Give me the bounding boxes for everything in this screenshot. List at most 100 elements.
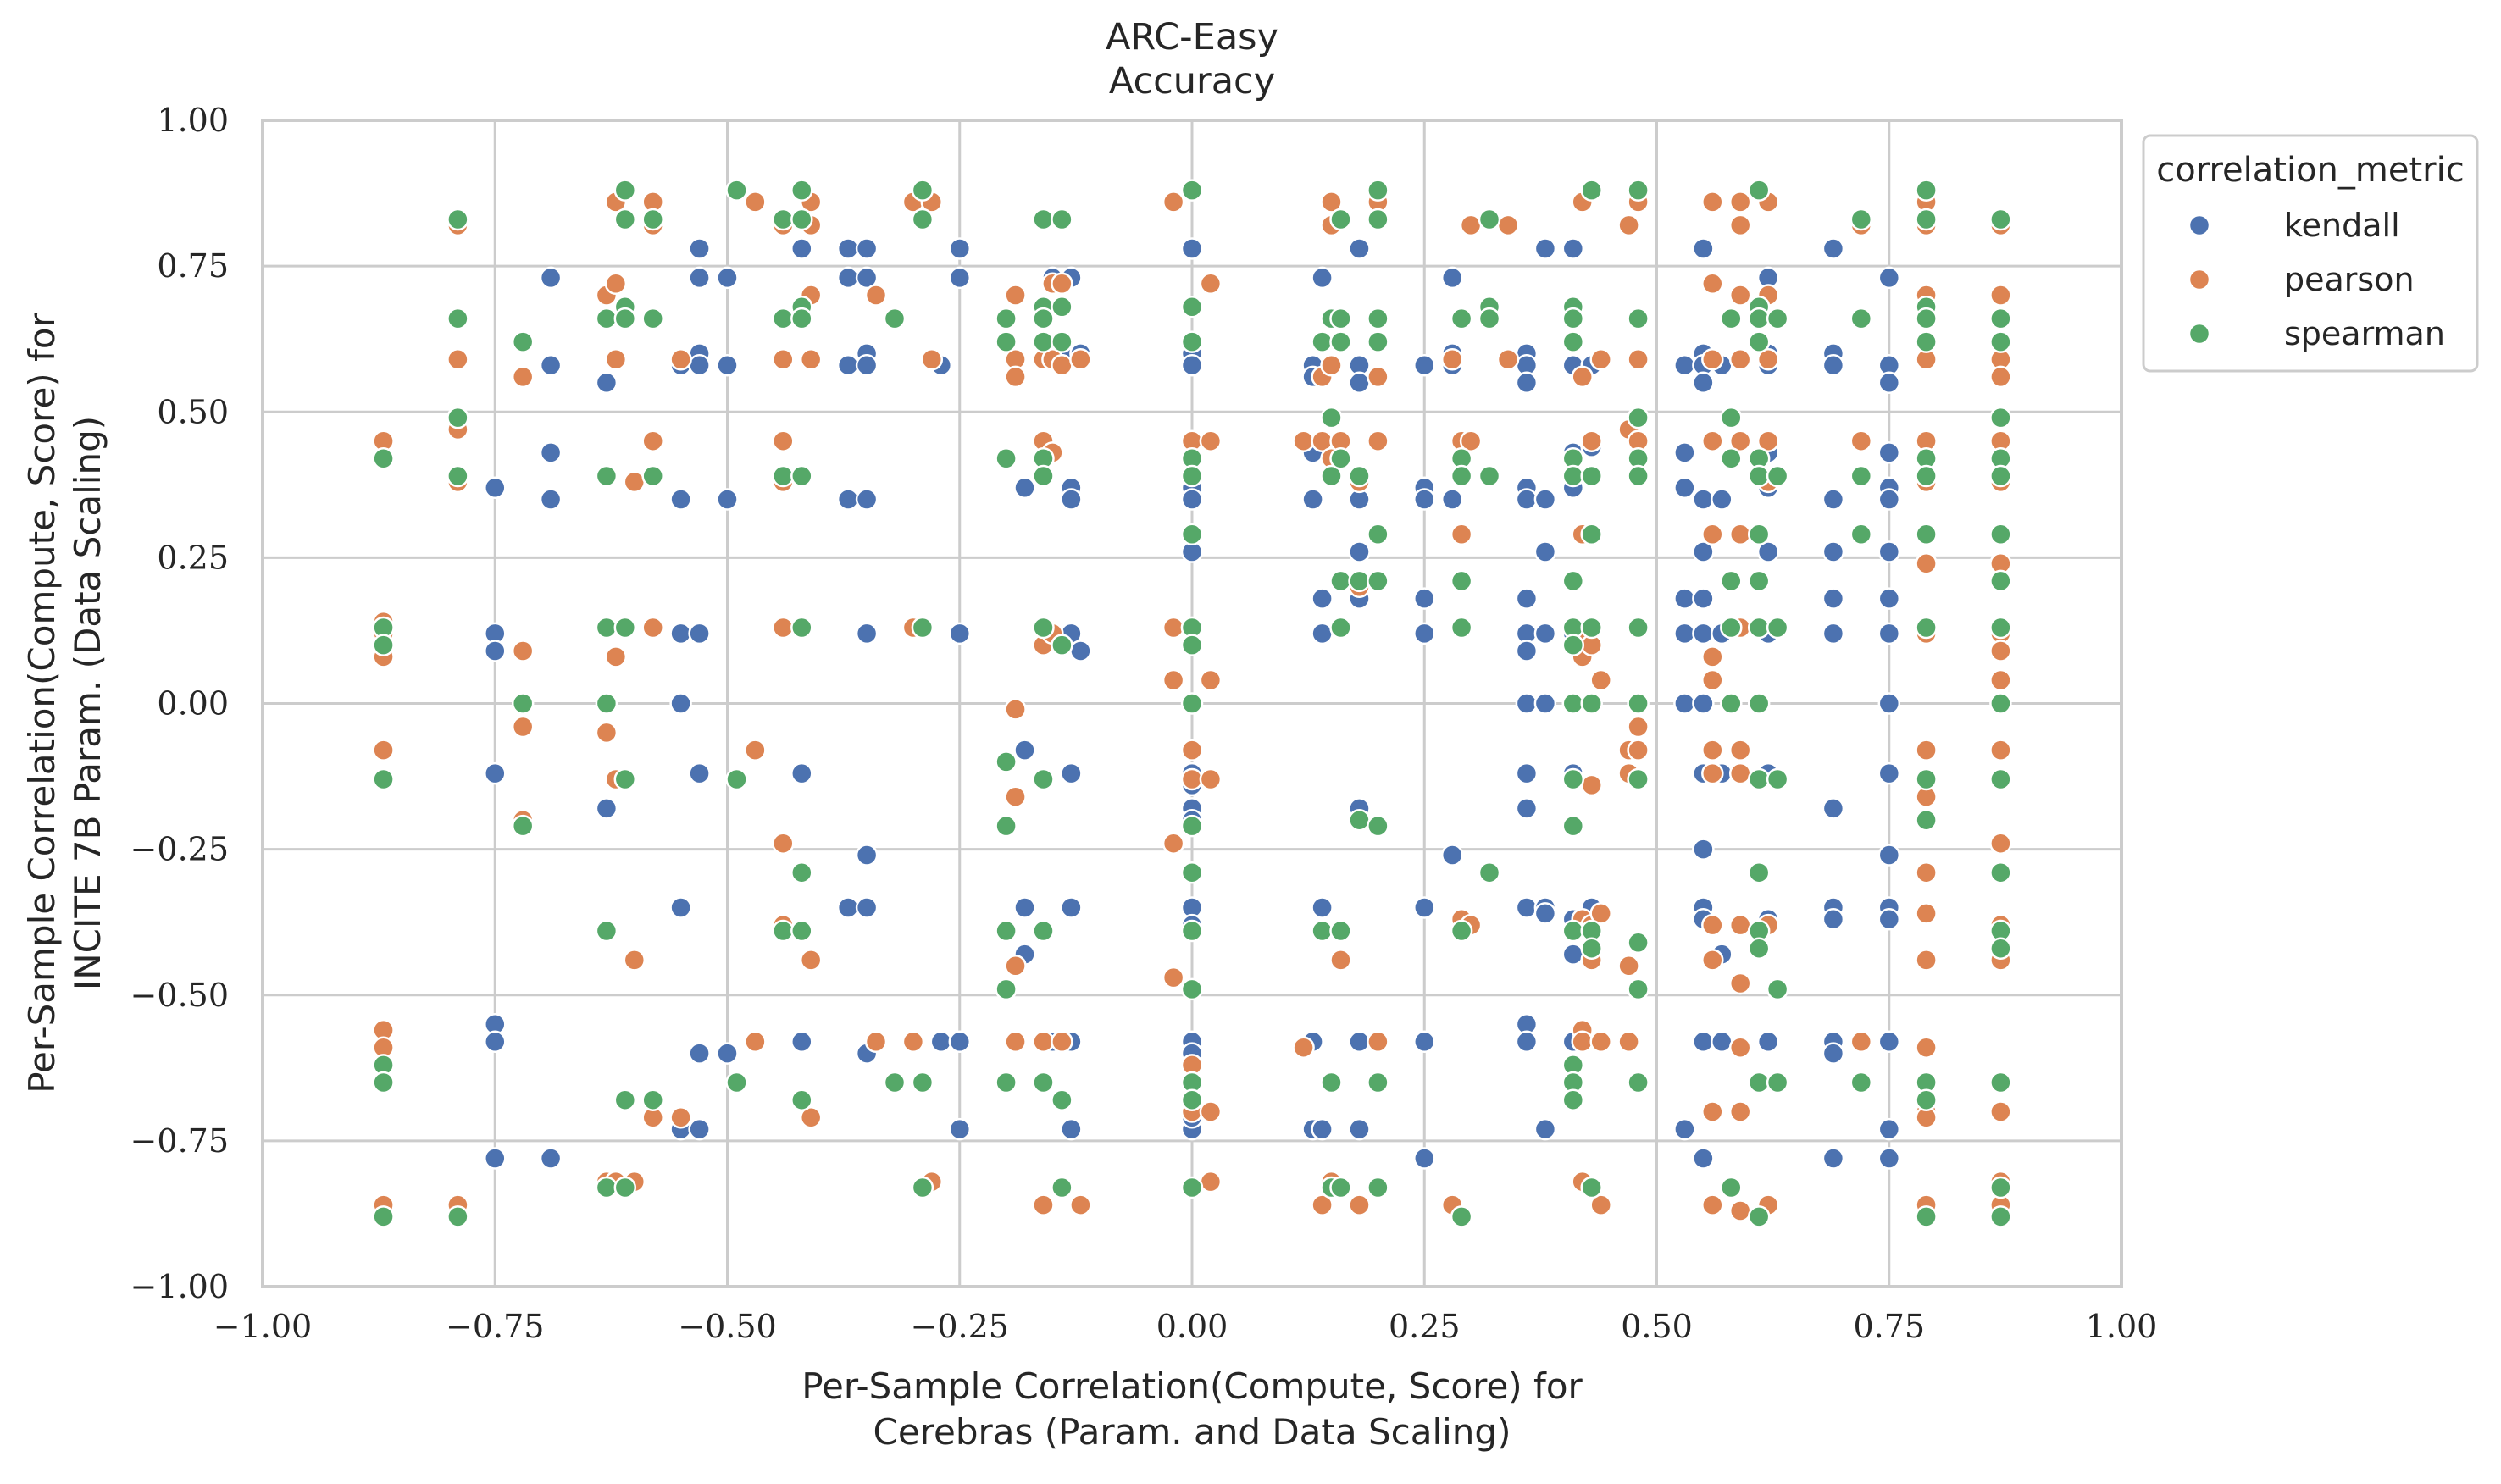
point-spearman [1747, 307, 1771, 330]
point-spearman [1561, 814, 1585, 838]
point-kendall [1692, 371, 1715, 395]
point-kendall [855, 488, 879, 511]
point-kendall [1348, 540, 1371, 563]
point-spearman [446, 406, 469, 429]
point-spearman [1051, 330, 1073, 353]
point-spearman [995, 750, 1018, 773]
point-spearman [1320, 464, 1343, 488]
point-spearman [1989, 523, 2012, 546]
point-spearman [372, 447, 395, 470]
point-pearson [1367, 429, 1389, 452]
point-pearson [1069, 1193, 1092, 1216]
point-kendall [1877, 761, 1901, 785]
point-spearman [1989, 406, 2012, 429]
point-spearman [1329, 616, 1352, 640]
point-kendall [716, 266, 739, 290]
point-spearman [995, 919, 1018, 943]
point-spearman [1580, 464, 1603, 488]
point-spearman [1747, 1205, 1771, 1228]
point-pearson [1589, 902, 1612, 925]
point-pearson [1701, 761, 1724, 785]
point-spearman [1989, 1071, 2012, 1094]
point-spearman [790, 307, 813, 330]
point-kendall [1877, 844, 1901, 867]
point-spearman [1180, 861, 1204, 884]
chart-title: ARC-Easy [1106, 16, 1278, 58]
point-spearman [1367, 1071, 1389, 1094]
point-pearson [1701, 645, 1724, 668]
point-spearman [641, 307, 664, 330]
point-kendall [1348, 1117, 1371, 1141]
point-spearman [1051, 1088, 1073, 1111]
point-kendall [1673, 353, 1696, 377]
point-kendall [1692, 488, 1715, 511]
point-kendall [1877, 587, 1901, 610]
point-spearman [613, 1176, 637, 1199]
point-kendall [1013, 739, 1036, 761]
point-kendall [1561, 943, 1585, 966]
point-spearman [446, 1205, 469, 1228]
point-kendall [948, 237, 972, 260]
point-pearson [669, 348, 692, 371]
point-spearman [1180, 179, 1204, 202]
x-tick-label: −1.00 [214, 1308, 312, 1345]
x-tick-label: 0.25 [1389, 1308, 1461, 1345]
point-kendall [1711, 1030, 1733, 1054]
point-pearson [1162, 832, 1185, 855]
y-tick-label: 0.00 [157, 685, 229, 723]
point-spearman [1849, 464, 1873, 488]
point-kendall [929, 1030, 953, 1054]
point-spearman [641, 208, 664, 231]
y-tick-label: 0.50 [157, 393, 229, 430]
point-spearman [1180, 296, 1204, 318]
point-spearman [1747, 464, 1771, 488]
point-pearson [1756, 429, 1780, 452]
point-spearman [1627, 179, 1650, 202]
point-spearman [790, 208, 813, 231]
point-spearman [1051, 634, 1073, 656]
point-pearson [1728, 761, 1752, 785]
point-spearman [1915, 1088, 1938, 1111]
point-kendall [1533, 622, 1557, 645]
point-spearman [1747, 569, 1771, 593]
point-pearson [1199, 1100, 1223, 1123]
point-spearman [1329, 447, 1352, 470]
point-kendall [539, 488, 563, 511]
point-kendall [1311, 587, 1334, 610]
point-pearson [511, 640, 535, 662]
point-kendall [1822, 488, 1845, 511]
point-spearman [1766, 767, 1789, 791]
point-pearson [1915, 552, 1938, 575]
point-spearman [595, 1176, 618, 1199]
point-spearman [1720, 569, 1743, 593]
point-pearson [1162, 668, 1185, 692]
point-spearman [1032, 208, 1055, 231]
point-kendall [1060, 761, 1083, 785]
point-pearson [1199, 1170, 1223, 1193]
point-kendall [1413, 353, 1436, 377]
point-kendall [855, 622, 879, 645]
point-spearman [1766, 977, 1789, 1001]
point-pearson [1627, 739, 1650, 761]
point-spearman [911, 179, 934, 202]
point-pearson [372, 739, 395, 761]
point-pearson [1989, 284, 2012, 307]
point-pearson [623, 949, 646, 972]
point-kendall [790, 237, 813, 260]
point-spearman [1720, 616, 1743, 640]
point-pearson [1004, 365, 1027, 389]
y-tick-label: 0.75 [157, 247, 229, 285]
point-spearman [1766, 1071, 1789, 1094]
point-kendall [1440, 488, 1464, 511]
point-pearson [1756, 348, 1780, 371]
point-spearman [613, 179, 637, 202]
legend: correlation_metric kendall pearson spearma… [2142, 134, 2479, 373]
point-kendall [1060, 896, 1083, 919]
point-kendall [484, 1030, 507, 1054]
point-pearson [1627, 715, 1650, 739]
point-spearman [790, 464, 813, 488]
point-kendall [669, 622, 692, 645]
point-pearson [1728, 972, 1752, 995]
point-pearson [1701, 191, 1724, 213]
